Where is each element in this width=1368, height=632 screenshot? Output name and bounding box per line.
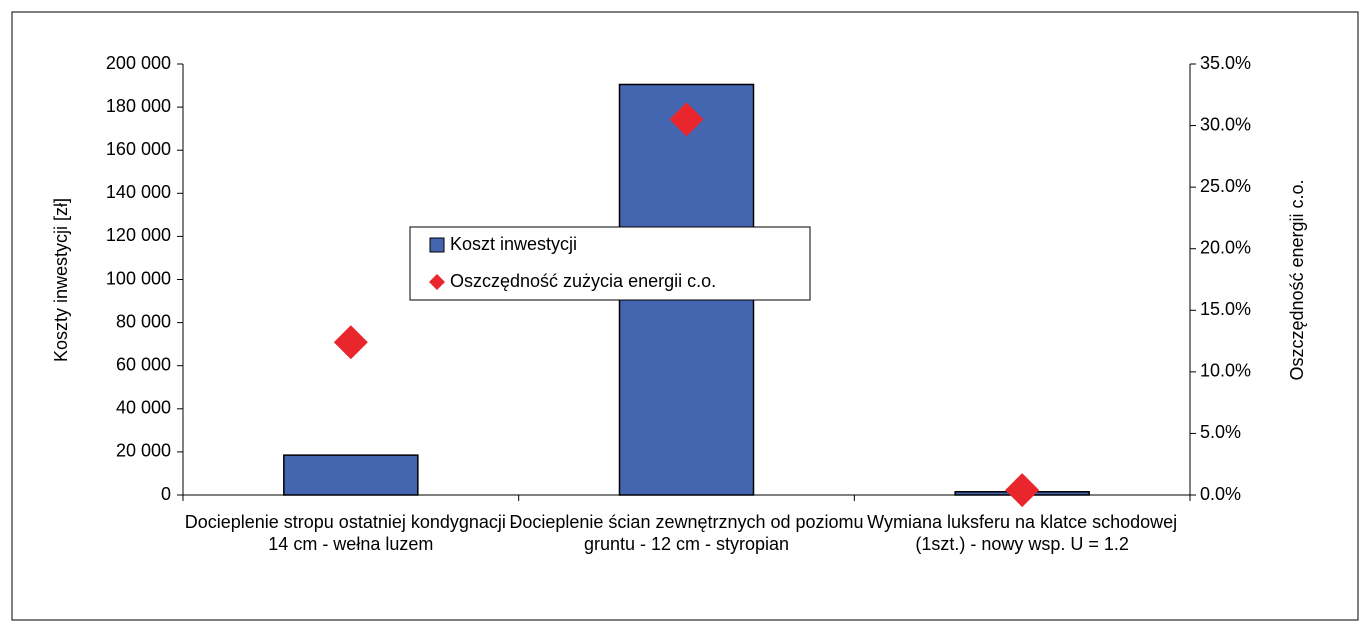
y2-tick-label: 5.0% [1200, 422, 1241, 442]
y-tick-label: 100 000 [106, 268, 171, 288]
y-axis-title: Koszty inwestycji [zł] [51, 198, 71, 362]
y-tick-label: 20 000 [116, 441, 171, 461]
y-tick-label: 200 000 [106, 53, 171, 73]
legend-box [409, 226, 811, 301]
x-tick-label: Wymiana luksferu na klatce schodowej (1s… [867, 512, 1178, 554]
y-tick-label: 120 000 [106, 225, 171, 245]
legend-label: Oszczędność zużycia energii c.o. [450, 271, 716, 291]
y-tick-label: 60 000 [116, 354, 171, 374]
y2-tick-label: 30.0% [1200, 114, 1251, 134]
marker [669, 102, 704, 137]
y2-tick-label: 10.0% [1200, 361, 1251, 381]
x-tick-label: Docieplenie ścian zewnętrznych od poziom… [509, 512, 864, 554]
x-tick-label-box: Docieplenie stropu ostatniej kondygnacji… [184, 512, 517, 554]
marker [333, 325, 368, 360]
marker [1005, 473, 1040, 508]
x-tick-label-box: Docieplenie ścian zewnętrznych od poziom… [509, 512, 864, 554]
y-tick-label: 40 000 [116, 398, 171, 418]
legend-label: Koszt inwestycji [450, 234, 577, 254]
x-tick-label: Docieplenie stropu ostatniej kondygnacji… [184, 512, 517, 554]
y-tick-label: 80 000 [116, 311, 171, 331]
legend-swatch [429, 274, 445, 290]
x-tick-label-box: Wymiana luksferu na klatce schodowej (1s… [867, 512, 1178, 554]
bar [283, 454, 419, 496]
y2-tick-label: 0.0% [1200, 484, 1241, 504]
y2-tick-label: 20.0% [1200, 237, 1251, 257]
legend-swatch [429, 237, 445, 253]
y2-tick-label: 15.0% [1200, 299, 1251, 319]
y2-axis-title: Oszczędność energii c.o. [1287, 179, 1307, 380]
y-tick-label: 160 000 [106, 139, 171, 159]
y2-tick-label: 35.0% [1200, 53, 1251, 73]
y-tick-label: 0 [161, 484, 171, 504]
y-tick-label: 180 000 [106, 96, 171, 116]
y-tick-label: 140 000 [106, 182, 171, 202]
y2-tick-label: 25.0% [1200, 176, 1251, 196]
